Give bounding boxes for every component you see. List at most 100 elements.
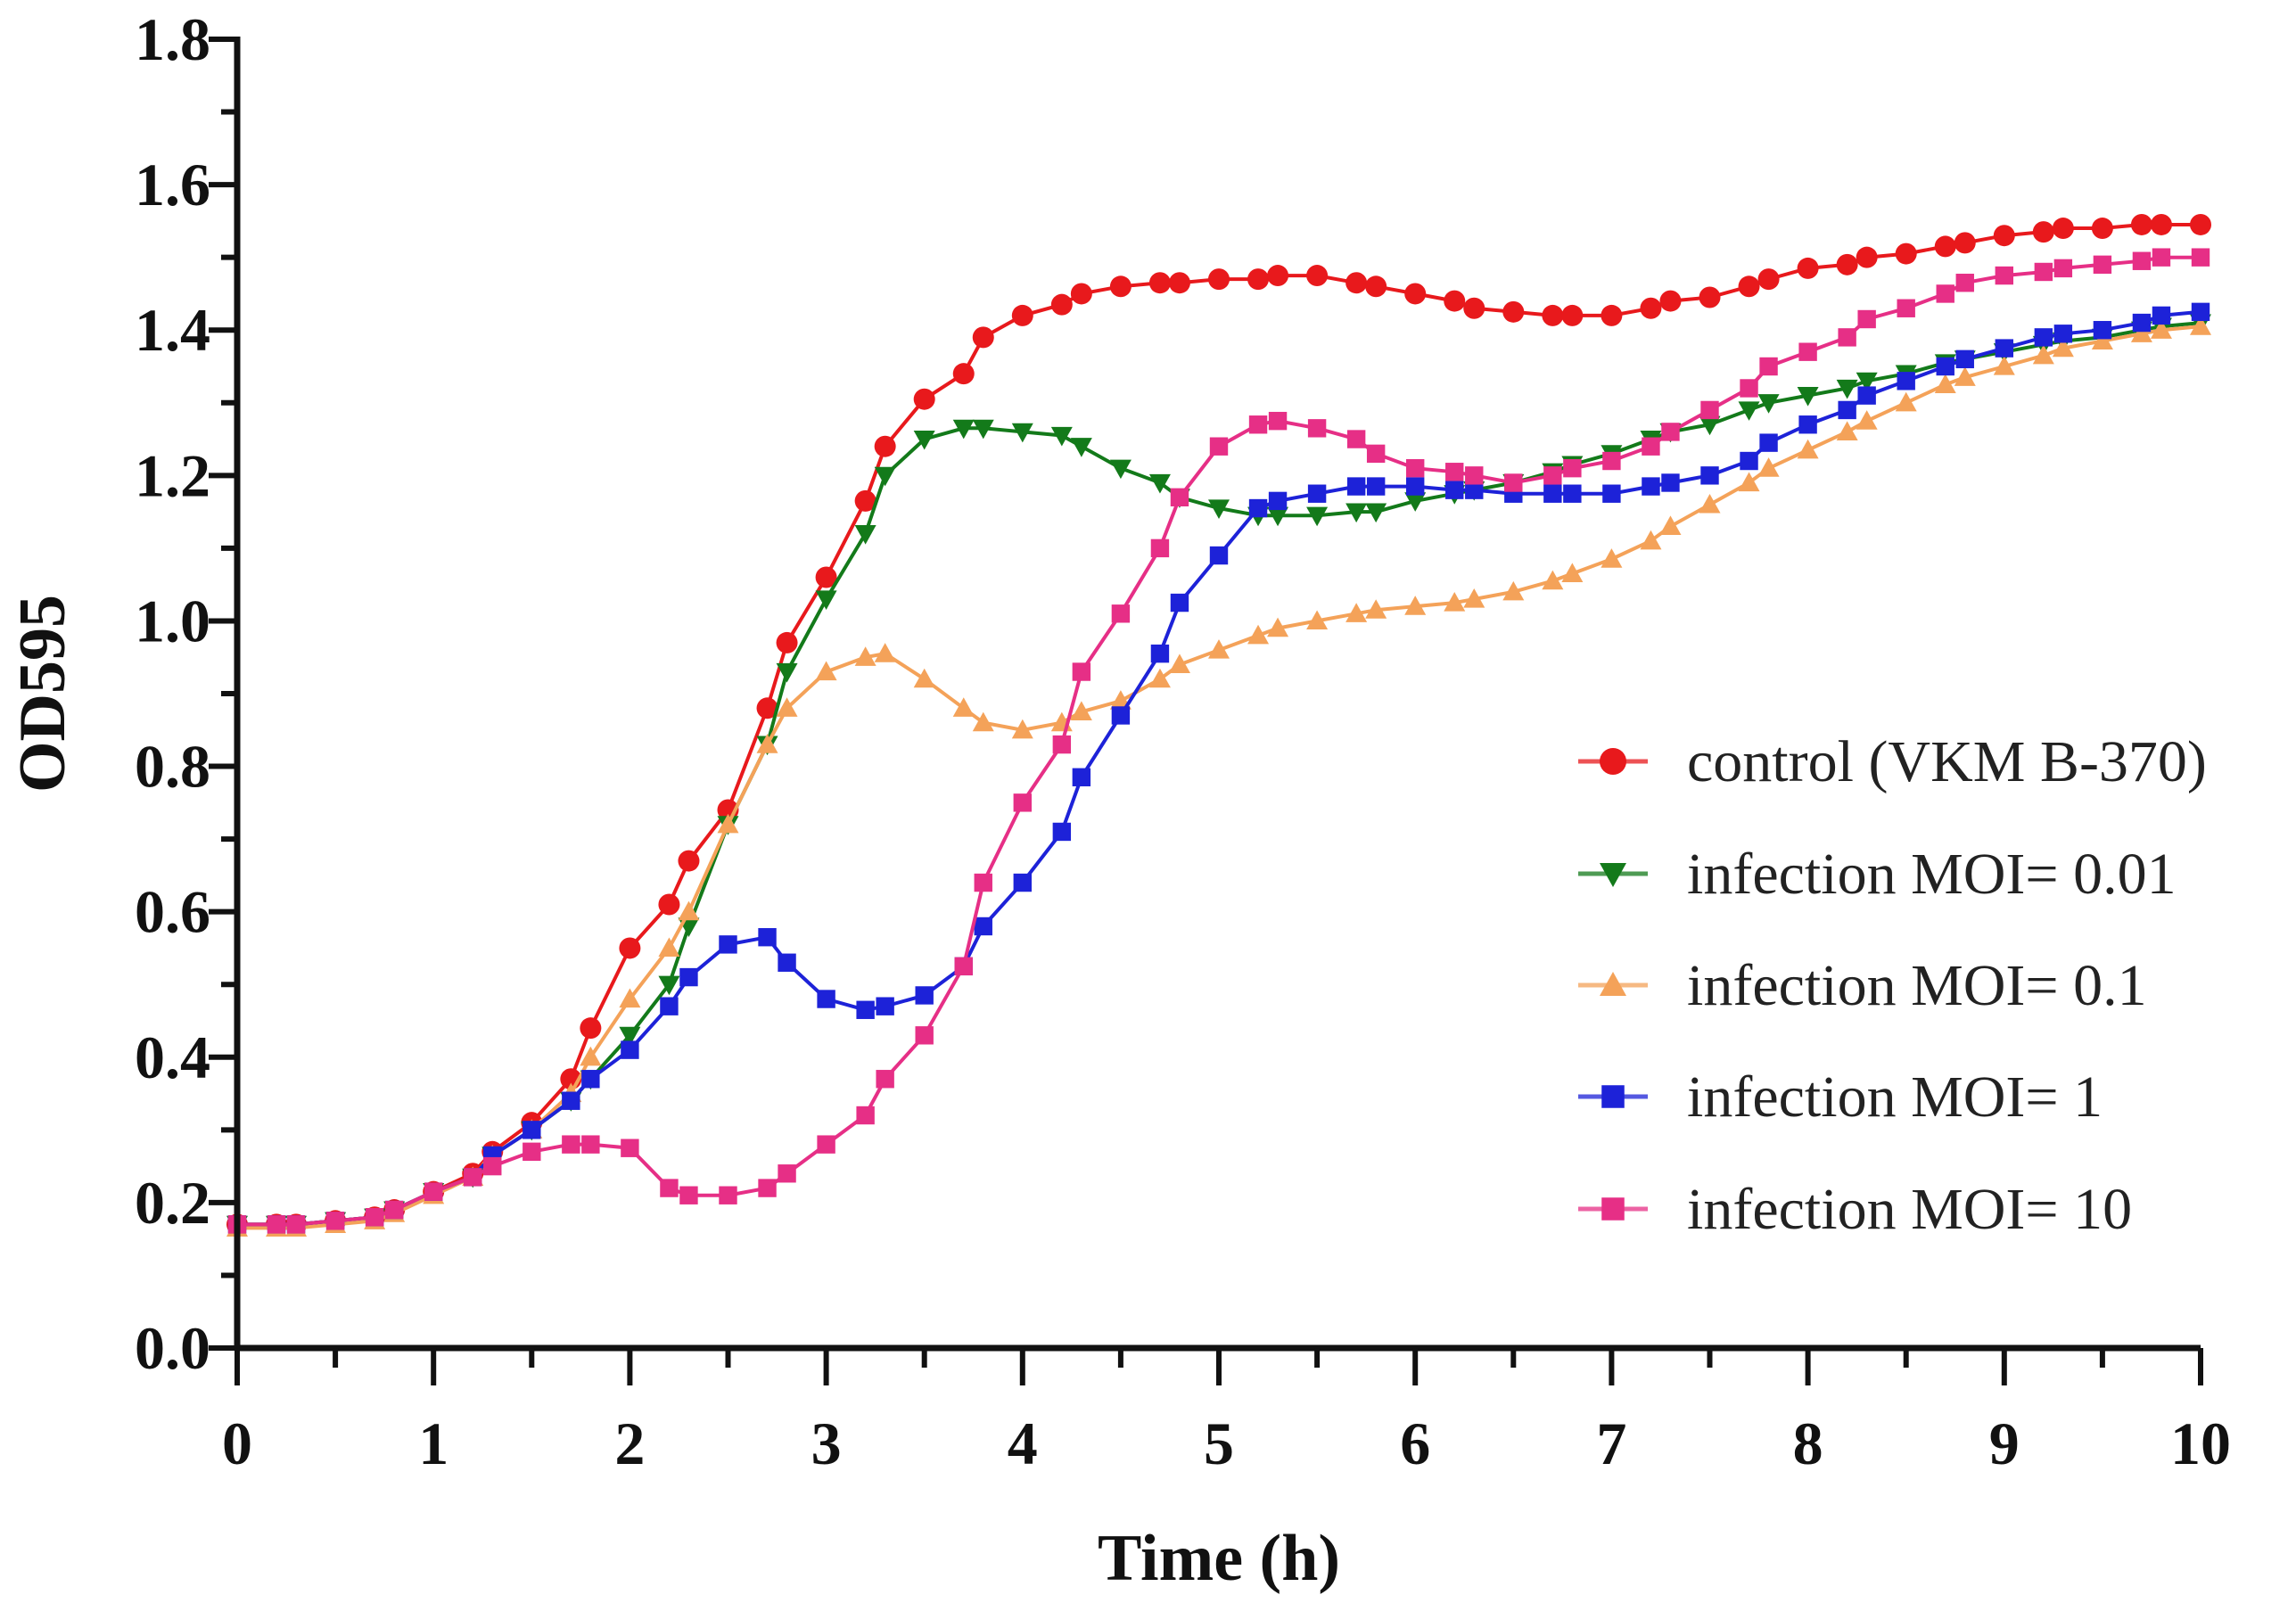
data-point — [974, 917, 992, 936]
data-point — [1543, 484, 1562, 503]
data-point — [1465, 466, 1484, 485]
data-point — [658, 937, 680, 958]
data-point — [1954, 366, 1976, 386]
x-axis-title: Time (h) — [1098, 1522, 1340, 1595]
data-point — [286, 1215, 306, 1234]
legend-marker-icon — [1600, 972, 1626, 996]
data-point — [1109, 275, 1132, 298]
legend-label: infection MOI= 10 — [1687, 1177, 2132, 1242]
data-point — [1070, 701, 1092, 720]
legend-marker-icon — [1601, 1197, 1625, 1221]
data-point — [854, 646, 876, 666]
data-point — [2034, 328, 2053, 347]
data-point — [1346, 503, 1368, 523]
data-point — [756, 697, 778, 719]
data-point — [1895, 243, 1917, 265]
data-point — [2150, 319, 2172, 339]
data-point — [483, 1156, 502, 1176]
data-point — [1740, 379, 1758, 398]
y-tick-label: 0.4 — [135, 1023, 210, 1091]
data-point — [1445, 463, 1464, 481]
data-point — [365, 1208, 384, 1227]
data-point — [1365, 275, 1387, 298]
data-point — [1268, 411, 1288, 431]
data-point — [1502, 580, 1525, 601]
data-point — [856, 1000, 875, 1019]
data-point — [1208, 639, 1230, 659]
data-point — [1150, 538, 1170, 558]
data-point — [1895, 391, 1917, 412]
data-point — [1954, 232, 1976, 254]
data-point — [1168, 272, 1190, 294]
data-point — [874, 643, 896, 662]
data-point — [1306, 610, 1329, 630]
x-tick-label: 8 — [1793, 1410, 1823, 1477]
data-point — [660, 1179, 679, 1197]
y-tick-label: 1.8 — [135, 5, 210, 73]
data-point — [679, 1186, 698, 1204]
data-point — [1699, 493, 1721, 514]
x-tick-label: 1 — [418, 1410, 449, 1477]
data-point — [913, 668, 935, 688]
data-point — [952, 363, 975, 385]
data-point — [580, 1046, 602, 1066]
data-point — [1699, 286, 1721, 308]
data-point — [464, 1168, 482, 1187]
data-point — [1504, 473, 1523, 492]
data-point — [1542, 304, 1564, 326]
data-point — [1247, 624, 1270, 645]
data-point — [1248, 498, 1268, 518]
data-point — [758, 1179, 777, 1197]
data-point — [817, 1135, 835, 1154]
data-point — [1659, 515, 1682, 536]
data-point — [758, 928, 777, 947]
data-point — [1208, 499, 1230, 520]
data-point — [2053, 259, 2073, 278]
data-point — [1072, 768, 1091, 786]
data-point — [1208, 268, 1230, 291]
x-tick-label: 0 — [222, 1410, 252, 1477]
y-tick-label: 0.6 — [135, 878, 210, 946]
data-point — [974, 873, 992, 892]
legend-item: infection MOI= 0.1 — [1578, 953, 2147, 1018]
data-point — [1995, 339, 2013, 358]
data-point — [1070, 283, 1092, 305]
data-point — [1209, 437, 1229, 456]
data-point — [719, 935, 737, 954]
data-point — [1109, 459, 1132, 480]
data-point — [1365, 503, 1387, 523]
y-tick-label: 1.4 — [135, 296, 210, 364]
data-point — [913, 388, 935, 410]
data-point — [621, 1040, 639, 1059]
data-point — [954, 957, 973, 976]
data-point — [1070, 438, 1092, 457]
data-point — [2130, 323, 2152, 342]
data-point — [1602, 484, 1621, 503]
data-point — [384, 1200, 404, 1220]
legend-item: infection MOI= 10 — [1578, 1177, 2132, 1242]
data-point — [1856, 246, 1878, 268]
data-point — [854, 524, 876, 545]
y-tick-label: 0.2 — [135, 1169, 210, 1237]
x-tick-label: 4 — [1008, 1410, 1038, 1477]
data-point — [1366, 444, 1386, 464]
x-tick-label: 6 — [1400, 1410, 1430, 1477]
axes: 0 1 2 3 4 5 6 7 8 9 10 0.0 0.2 0.4 0.6 0.8 1.0 1.2 1.4 1.6 1… — [135, 5, 2231, 1477]
data-point — [2152, 306, 2171, 325]
legend-item: infection MOI= 0.01 — [1578, 842, 2177, 907]
data-point — [1897, 372, 1915, 390]
y-tick-label: 0.8 — [135, 733, 210, 801]
legend-item: infection MOI= 1 — [1578, 1065, 2103, 1130]
data-point — [856, 1106, 875, 1125]
data-point — [679, 967, 698, 987]
data-point — [267, 1215, 286, 1234]
legend-marker-icon — [1600, 863, 1626, 887]
data-point — [1463, 588, 1485, 608]
data-point — [1995, 266, 2013, 285]
data-point — [1306, 506, 1329, 527]
data-point — [658, 893, 680, 916]
data-point — [717, 813, 739, 834]
data-point — [1836, 421, 1858, 440]
x-tick-label: 9 — [1989, 1410, 2020, 1477]
